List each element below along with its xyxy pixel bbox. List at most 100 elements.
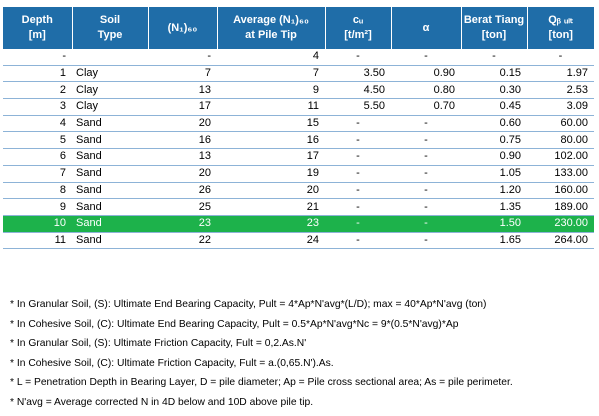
table-cell: Clay <box>72 81 148 100</box>
table-cell: - <box>148 49 217 66</box>
table-cell: 3.09 <box>527 98 594 116</box>
header-depth: Depth [m] <box>3 7 73 49</box>
table-cell: - <box>325 49 391 66</box>
table-cell: 0.90 <box>461 148 527 166</box>
table-cell: 3.50 <box>325 65 391 83</box>
table-cell: 4.50 <box>325 81 391 100</box>
pile-capacity-table: Depth [m] Soil Type (N₁)₆₀ Average (N₁)₆₀ a… <box>3 7 594 250</box>
table-cell: 13 <box>148 81 217 100</box>
note-item: * In Granular Soil, (S): Ultimate Fricti… <box>10 338 307 349</box>
header-soil-type: Soil Type <box>72 7 149 49</box>
table-cell: 17 <box>217 148 325 166</box>
table-row: 4 Sand 20 15- -0.60 60.00 <box>3 115 594 133</box>
table-cell: 5.50 <box>325 98 391 116</box>
table-cell: - <box>325 165 391 183</box>
table-cell: - <box>461 49 527 66</box>
note-item: * In Cohesive Soil, (C): Ultimate End Be… <box>10 318 459 330</box>
table-cell: Sand <box>72 131 148 150</box>
table-cell: 13 <box>148 148 217 166</box>
table-row: --4---- <box>3 49 594 66</box>
table-cell: - <box>391 148 461 166</box>
table-cell: Sand <box>72 198 148 216</box>
header-qb-ult: Qᵦ ᵤₗₜ [ton] <box>527 7 594 49</box>
note-item: * In Cohesive Soil, (C): Ultimate Fricti… <box>10 357 334 369</box>
table-cell: 1.05 <box>461 165 527 183</box>
table-cell: Sand <box>72 148 148 166</box>
table-cell: 133.00 <box>527 165 594 183</box>
table-cell: 2.53 <box>527 81 594 100</box>
table-cell: 60.00 <box>527 115 594 133</box>
table-cell: 20 <box>217 182 325 200</box>
table-cell: 24 <box>217 232 325 250</box>
table-row: 11 Sand 22 24- -1.65 264.00 <box>3 232 594 250</box>
table-cell: 2 <box>3 81 72 100</box>
table-cell: 4 <box>3 115 72 133</box>
table-cell: 0.60 <box>461 115 527 133</box>
table-cell: 23 <box>217 215 325 233</box>
table-row: 1 Clay 7 7 3.50 0.90 0.15 1.97 <box>3 65 594 83</box>
table-cell: 1.20 <box>461 182 527 200</box>
table-cell: 26 <box>148 182 217 200</box>
table-cell: 11 <box>217 98 325 116</box>
table-row: 3 Clay 17 11 5.50 0.70 0.45 3.09 <box>3 98 594 116</box>
table-row-highlighted: 10 Sand 23 23- -1.50 230.00 <box>3 215 594 233</box>
table-cell: 11 <box>3 232 72 250</box>
table-cell: 21 <box>217 198 325 216</box>
table-row: 7 Sand 20 19- -1.05 133.00 <box>3 165 594 183</box>
table-header-row: Depth [m] Soil Type (N₁)₆₀ Average (N₁)₆₀ a… <box>3 7 594 49</box>
table-cell: 8 <box>3 182 72 200</box>
table-cell: 1.50 <box>461 215 527 233</box>
table-row: 8 Sand 26 20- -1.20 160.00 <box>3 182 594 200</box>
table-cell: 6 <box>3 148 72 166</box>
table-cell: 20 <box>148 165 217 183</box>
table-cell: - <box>325 148 391 166</box>
table-cell: 189.00 <box>527 198 594 216</box>
table-cell: - <box>325 198 391 216</box>
table-cell: 5 <box>3 131 72 150</box>
table-cell: - <box>325 232 391 250</box>
table-cell: 0.75 <box>461 131 527 150</box>
table-cell: - <box>391 165 461 183</box>
table-cell: 23 <box>148 215 217 233</box>
table-row: 2 Clay 13 9 4.50 0.80 0.30 2.53 <box>3 81 594 100</box>
table-row: 9 Sand 25 21- -1.35 189.00 <box>3 198 594 216</box>
table-cell: 1.35 <box>461 198 527 216</box>
header-average-n160: Average (N₁)₆₀ at Pile Tip <box>217 7 326 49</box>
note-item: * N'avg = Average corrected N in 4D belo… <box>10 396 314 408</box>
header-cu: cᵤ [t/m²] <box>325 7 392 49</box>
table-cell: Sand <box>72 232 148 250</box>
header-alpha: α <box>391 7 462 49</box>
table-cell: 17 <box>148 98 217 116</box>
table-cell: 264.00 <box>527 232 594 250</box>
table-cell: 0.15 <box>461 65 527 83</box>
table-cell: - <box>391 182 461 200</box>
table-cell: 7 <box>3 165 72 183</box>
table-cell: - <box>391 131 461 150</box>
table-cell: Sand <box>72 165 148 183</box>
table-cell: 16 <box>148 131 217 150</box>
table-cell: 0.90 <box>391 65 461 83</box>
table-row: 6 Sand 13 17- -0.90 102.00 <box>3 148 594 166</box>
header-berat-tiang: Berat Tiang [ton] <box>461 7 528 49</box>
table-cell: 10 <box>3 215 72 233</box>
table-cell: 1.65 <box>461 232 527 250</box>
table-cell: Clay <box>72 98 148 116</box>
table-cell: - <box>391 232 461 250</box>
table-cell: 0.30 <box>461 81 527 100</box>
table-cell: 0.45 <box>461 98 527 116</box>
table-cell: 102.00 <box>527 148 594 166</box>
table-cell: 1 <box>3 65 72 83</box>
table-cell: 15 <box>217 115 325 133</box>
table-cell: Sand <box>72 215 148 233</box>
table-cell: 9 <box>3 198 72 216</box>
table-cell: 80.00 <box>527 131 594 150</box>
notes-list: * In Granular Soil, (S): Ultimate End Be… <box>10 298 513 415</box>
table-cell: - <box>391 49 461 66</box>
table-cell: - <box>325 131 391 150</box>
table-cell: 7 <box>217 65 325 83</box>
table-cell: 9 <box>217 81 325 100</box>
table-cell: - <box>391 198 461 216</box>
table-cell: Sand <box>72 115 148 133</box>
table-cell: 22 <box>148 232 217 250</box>
